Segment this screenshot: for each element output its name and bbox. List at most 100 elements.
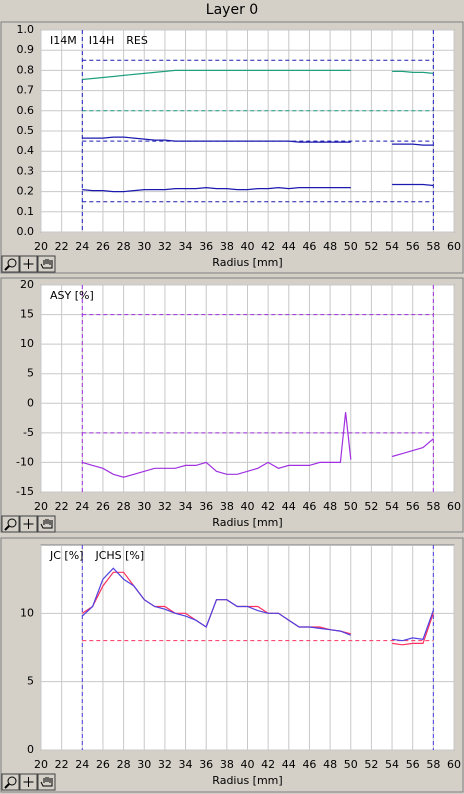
y-tick-label: 20 (20, 278, 34, 291)
x-tick-label: 32 (158, 758, 172, 771)
hand-icon (40, 777, 53, 787)
x-tick-label: 26 (96, 758, 110, 771)
x-tick-label: 38 (220, 758, 234, 771)
x-tick-label: 58 (426, 240, 440, 253)
y-tick-label: 5 (27, 675, 34, 688)
cross-icon (23, 777, 34, 787)
y-tick-label: 0.4 (17, 144, 35, 157)
x-tick-label: 34 (179, 240, 193, 253)
x-tick-label: 48 (323, 240, 337, 253)
x-tick-label: 36 (199, 500, 213, 513)
x-tick-label: 58 (426, 500, 440, 513)
y-tick-label: -10 (16, 455, 34, 468)
x-tick-label: 40 (241, 240, 255, 253)
x-axis-label: Radius [mm] (212, 774, 282, 787)
legend-label: RES (126, 34, 148, 47)
cross-icon (23, 259, 34, 269)
y-tick-label: 1.0 (17, 23, 35, 36)
x-tick-label: 30 (137, 758, 151, 771)
x-tick-label: 22 (55, 758, 69, 771)
x-tick-label: 42 (261, 500, 275, 513)
x-tick-label: 22 (55, 240, 69, 253)
x-tick-label: 30 (137, 240, 151, 253)
x-tick-label: 24 (75, 500, 89, 513)
legend-label: I14H (89, 34, 115, 47)
x-tick-label: 26 (96, 500, 110, 513)
x-tick-label: 52 (364, 240, 378, 253)
y-tick-label: 0.9 (17, 43, 35, 56)
x-tick-label: 34 (179, 500, 193, 513)
x-tick-label: 26 (96, 240, 110, 253)
data-line (82, 69, 434, 81)
x-tick-label: 48 (323, 758, 337, 771)
zoom-icon (4, 783, 10, 789)
x-tick-label: 54 (385, 240, 399, 253)
x-tick-label: 54 (385, 758, 399, 771)
y-tick-label: 0.0 (17, 225, 35, 238)
x-tick-label: 20 (34, 240, 48, 253)
zoom-button[interactable] (1, 773, 20, 791)
y-tick-label: -5 (23, 426, 34, 439)
legend-label: I14M (50, 34, 77, 47)
x-tick-label: 60 (447, 500, 461, 513)
y-tick-label: 10 (20, 337, 34, 350)
x-tick-label: 36 (199, 240, 213, 253)
x-tick-label: 34 (179, 758, 193, 771)
x-tick-label: 40 (241, 500, 255, 513)
x-tick-label: 52 (364, 758, 378, 771)
zoom-icon (4, 525, 10, 531)
y-tick-label: 15 (20, 308, 34, 321)
x-tick-label: 52 (364, 500, 378, 513)
legend-label: JC [%] (49, 549, 83, 562)
x-tick-label: 28 (117, 240, 131, 253)
x-tick-label: 42 (261, 240, 275, 253)
x-tick-label: 50 (344, 758, 358, 771)
y-tick-label: 0.5 (17, 124, 35, 137)
data-line (82, 183, 434, 193)
x-tick-label: 44 (282, 758, 296, 771)
x-tick-label: 44 (282, 500, 296, 513)
x-tick-label: 32 (158, 240, 172, 253)
x-tick-label: 30 (137, 500, 151, 513)
x-tick-label: 42 (261, 758, 275, 771)
y-tick-label: 5 (27, 367, 34, 380)
x-tick-label: 32 (158, 500, 172, 513)
x-tick-label: 58 (426, 758, 440, 771)
hand-icon (40, 519, 53, 529)
y-tick-label: 0 (27, 743, 34, 756)
x-tick-label: 28 (117, 500, 131, 513)
x-tick-label: 50 (344, 240, 358, 253)
data-line (82, 136, 434, 146)
zoom-button[interactable] (1, 515, 20, 533)
x-tick-label: 20 (34, 500, 48, 513)
y-tick-label: 0.6 (17, 104, 35, 117)
x-tick-label: 36 (199, 758, 213, 771)
x-tick-label: 24 (75, 758, 89, 771)
x-axis-label: Radius [mm] (212, 256, 282, 269)
x-tick-label: 56 (406, 240, 420, 253)
x-axis-label: Radius [mm] (212, 516, 282, 529)
y-tick-label: -15 (16, 485, 34, 498)
x-tick-label: 40 (241, 758, 255, 771)
x-tick-label: 46 (302, 758, 316, 771)
x-tick-label: 38 (220, 500, 234, 513)
data-line (82, 412, 434, 478)
x-tick-label: 46 (302, 500, 316, 513)
y-tick-label: 0.1 (17, 205, 35, 218)
x-tick-label: 56 (406, 500, 420, 513)
zoom-icon (7, 776, 17, 786)
zoom-icon (4, 265, 10, 271)
y-tick-label: 10 (20, 606, 34, 619)
x-tick-label: 38 (220, 240, 234, 253)
hand-icon (40, 259, 53, 269)
y-tick-label: 0.3 (17, 164, 35, 177)
zoom-icon (7, 518, 17, 528)
x-tick-label: 56 (406, 758, 420, 771)
x-tick-label: 48 (323, 500, 337, 513)
x-tick-label: 24 (75, 240, 89, 253)
zoom-button[interactable] (1, 255, 20, 273)
x-tick-label: 60 (447, 240, 461, 253)
x-tick-label: 50 (344, 500, 358, 513)
y-tick-label: 0 (27, 396, 34, 409)
